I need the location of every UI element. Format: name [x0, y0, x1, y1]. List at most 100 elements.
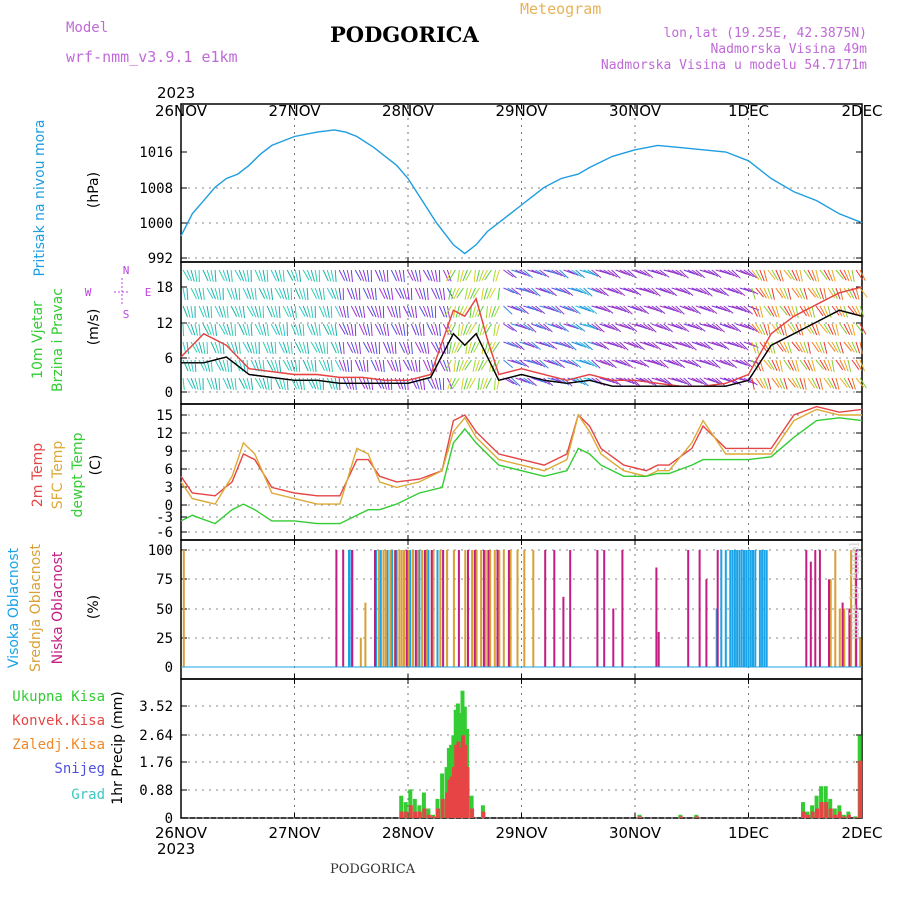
wind-barb: [671, 305, 682, 314]
wind-barb: [453, 287, 460, 299]
wind-barb: [322, 269, 329, 282]
wind-barb: [695, 269, 706, 279]
wind-barb: [779, 359, 783, 372]
wind-barb: [442, 359, 448, 372]
wind-barb: [767, 305, 775, 317]
bar-ukupna-kisa: [399, 795, 404, 818]
wind-barb: [222, 305, 227, 318]
wind-barb: [370, 359, 377, 372]
wind-barb: [787, 323, 796, 334]
wind-barb: [334, 341, 340, 354]
bar-niska-oblacnost: [482, 550, 485, 667]
wind-barb: [230, 269, 233, 282]
wind-barb: [274, 377, 281, 390]
wind-barb: [783, 287, 789, 300]
wind-barb: [799, 359, 808, 370]
wind-barb: [619, 359, 630, 367]
wind-barb: [647, 305, 659, 312]
wind-barb: [390, 287, 394, 300]
wind-barb: [715, 305, 727, 312]
wind-barb: [591, 269, 602, 278]
wind-barb: [338, 359, 345, 372]
wind-barb: [663, 377, 674, 386]
wind-barb: [783, 359, 792, 371]
wind-barb: [242, 287, 249, 300]
wind-barb: [583, 269, 595, 276]
wind-barb: [555, 305, 565, 315]
wind-barb: [699, 359, 711, 366]
bar-niska-oblacnost: [507, 550, 510, 667]
bar-niska-oblacnost: [430, 550, 433, 667]
wind-barb: [751, 377, 755, 390]
y-tick-label: 12: [156, 426, 173, 442]
wind-barb: [467, 341, 472, 354]
wind-barb: [699, 341, 710, 350]
wind-barb: [727, 359, 738, 369]
wind-barb: [214, 323, 217, 336]
wind-barb: [859, 269, 866, 281]
wind-barb: [719, 341, 730, 350]
wind-barb: [519, 269, 530, 277]
wind-barb: [831, 287, 838, 299]
wind-series-line: [181, 309, 863, 387]
y-tick-label: -3: [156, 510, 173, 526]
wind-barb: [318, 287, 323, 300]
wind-barb: [787, 341, 792, 354]
wind-barb: [410, 341, 413, 355]
temp-unit-label: (C): [88, 455, 104, 476]
wind-barb: [627, 323, 638, 332]
wind-barb: [218, 287, 222, 300]
wind-barb: [258, 377, 265, 390]
wind-barb: [503, 305, 513, 315]
wind-barb: [262, 269, 266, 282]
wind-barb: [835, 305, 843, 317]
wind-barb: [366, 269, 370, 282]
wind-barb: [823, 269, 831, 281]
wind-barb: [434, 377, 439, 390]
bar-konvek.kisa: [447, 779, 452, 818]
y-tick-label: 100: [148, 543, 173, 559]
wind-barb: [198, 305, 205, 318]
wind-barb: [298, 269, 302, 282]
wind-barb: [799, 287, 806, 300]
wind-barb: [595, 287, 606, 296]
bar-konvek.kisa: [463, 744, 468, 818]
wind-barb: [791, 269, 798, 282]
wind-barb: [575, 341, 587, 348]
wind-barb: [843, 341, 852, 352]
bar-visoka-oblacnost: [761, 550, 764, 667]
wind-barb: [811, 287, 819, 299]
wind-barb: [452, 377, 460, 389]
wind-barb: [402, 341, 408, 354]
bar-konvek.kisa: [842, 816, 847, 818]
wind-barb: [459, 269, 464, 282]
wind-barb: [374, 359, 380, 372]
y-tick-label: 50: [156, 602, 173, 618]
wind-barb: [531, 269, 543, 276]
wind-barb: [703, 377, 716, 383]
wind-barb: [494, 359, 500, 372]
wind-barb: [519, 341, 531, 347]
wind-barb: [543, 305, 555, 312]
wind-barb: [342, 323, 349, 336]
wind-barb: [390, 341, 394, 354]
wind-barb: [378, 323, 384, 336]
wind-barb: [563, 359, 575, 366]
wind-barb: [210, 305, 213, 319]
bar-konvek.kisa: [445, 792, 450, 818]
wind-barb: [322, 305, 328, 318]
wind-barb: [466, 377, 472, 390]
wind-barb: [202, 305, 207, 318]
cloud-unit-label: (%): [86, 595, 102, 619]
wind-barb: [386, 305, 393, 318]
wind-barb: [314, 341, 321, 354]
wind-barb: [422, 359, 429, 372]
wind-barb: [306, 323, 313, 336]
wind-barb: [635, 269, 647, 276]
wind-barb: [262, 287, 268, 300]
wind-barb: [623, 359, 634, 369]
wind-barb: [382, 341, 389, 354]
wind-barb: [222, 377, 229, 390]
wind-barb: [334, 377, 338, 390]
wind-barb: [434, 269, 438, 282]
